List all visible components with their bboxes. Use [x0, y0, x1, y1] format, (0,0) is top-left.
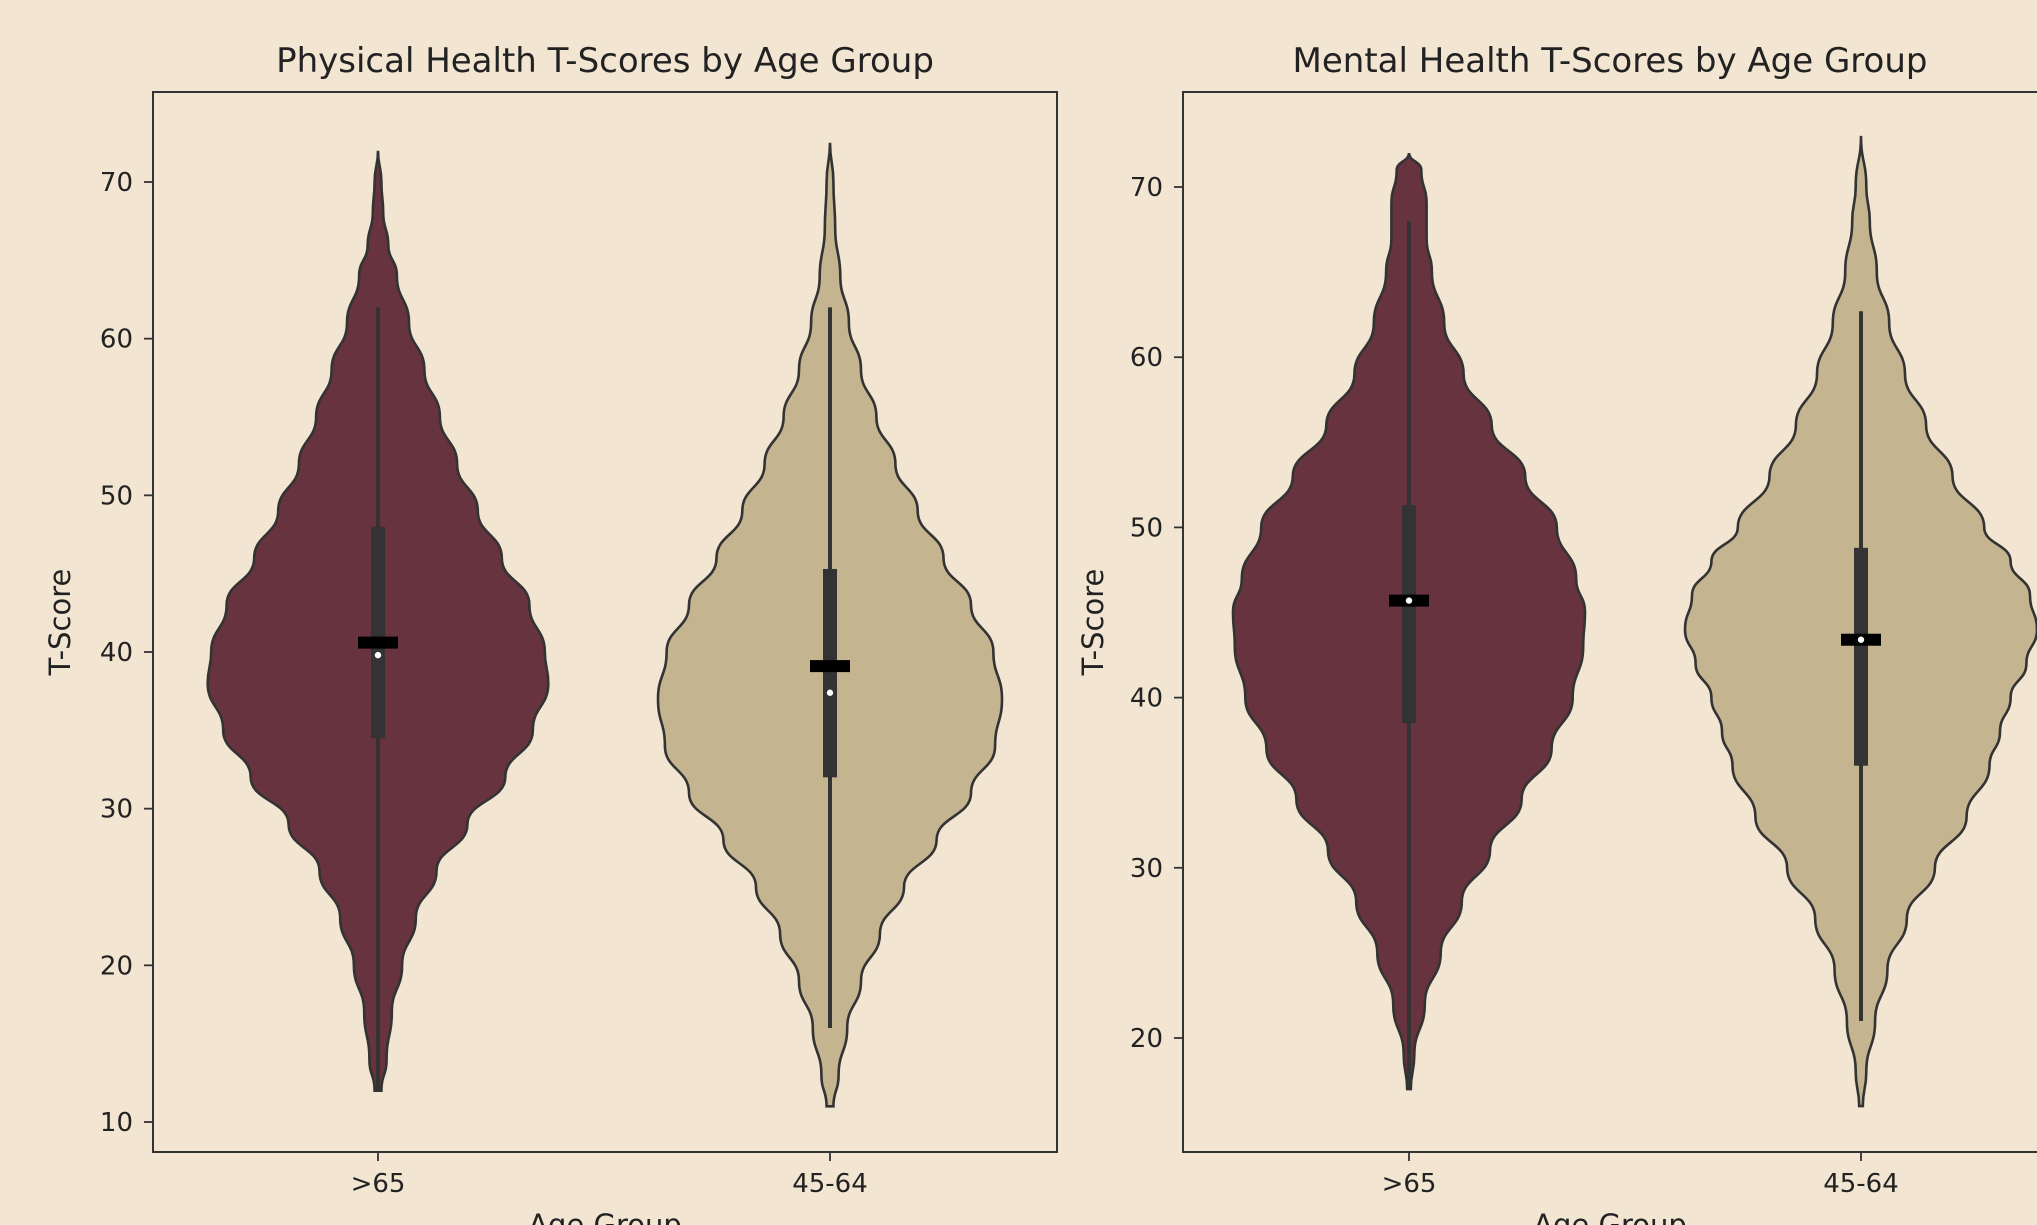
violin-mean-bar [810, 660, 850, 673]
chart-title: Mental Health T-Scores by Age Group [1293, 41, 1928, 81]
x-axis-label: Age Group [1533, 1208, 1687, 1225]
x-tick-label: 45-64 [1823, 1169, 1899, 1199]
y-tick-label: 50 [100, 481, 133, 511]
y-tick-label: 70 [100, 168, 133, 198]
violin-mean-bar [358, 636, 398, 649]
y-tick-label: 60 [100, 325, 133, 355]
violin-iqr-box [371, 526, 385, 739]
x-tick-label: >65 [351, 1169, 406, 1199]
y-axis-label: T-Score [43, 569, 77, 677]
y-tick-label: 40 [100, 638, 133, 668]
y-tick-label: 10 [100, 1108, 133, 1138]
x-tick-label: >65 [1382, 1169, 1437, 1199]
violin-iqr-box [823, 568, 837, 778]
violin-iqr-box [1854, 547, 1868, 766]
y-tick-label: 70 [1130, 173, 1163, 203]
plot-frame [1182, 91, 2037, 1153]
violin-median-dot [826, 689, 834, 696]
violin-median-dot [374, 651, 382, 659]
violin-iqr-box [1402, 505, 1416, 724]
y-tick-label: 50 [1130, 513, 1163, 543]
violin-median-dot [1857, 636, 1865, 643]
chart-panel-2: Mental Health T-Scores by Age Group T-Sco… [1076, 41, 2037, 1225]
y-tick-label: 30 [100, 795, 133, 825]
chart-title: Physical Health T-Scores by Age Group [276, 41, 934, 81]
y-tick-label: 40 [1130, 684, 1163, 714]
plot-frame [152, 91, 1058, 1153]
chart-panel-1: Physical Health T-Scores by Age Group T-S… [43, 41, 1058, 1225]
violin-median-dot [1405, 597, 1413, 604]
chart-layer: Physical Health T-Scores by Age Group T-S… [43, 41, 2037, 1225]
x-tick-label: 45-64 [792, 1169, 868, 1199]
y-tick-label: 30 [1130, 854, 1163, 884]
y-axis-label: T-Score [1076, 569, 1110, 677]
y-tick-label: 60 [1130, 343, 1163, 373]
y-tick-label: 20 [100, 951, 133, 981]
y-tick-label: 20 [1130, 1024, 1163, 1054]
x-axis-label: Age Group [528, 1208, 682, 1225]
